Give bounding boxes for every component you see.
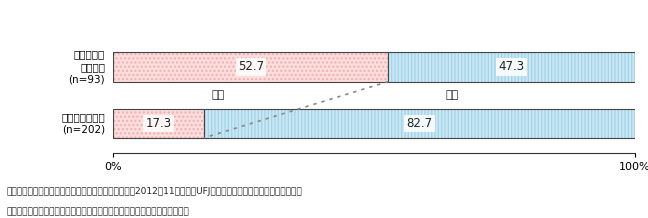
Bar: [388, 52, 635, 82]
Text: 47.3: 47.3: [498, 60, 525, 73]
Text: 男性: 男性: [446, 90, 459, 100]
Text: 52.7: 52.7: [238, 60, 264, 73]
Text: 17.3: 17.3: [145, 117, 172, 130]
Text: 資料：中小企業庁委脱「起業の実態に関する調査」（2012年11月、三菱UFJリサーチ＆コンサルティング（株））: 資料：中小企業庁委脱「起業の実態に関する調査」（2012年11月、三菱UFJリサ…: [6, 187, 302, 196]
Text: （注）　主要業種として、「医療、福祉」と回答した企業を集計している。: （注） 主要業種として、「医療、福祉」と回答した企業を集計している。: [6, 207, 189, 216]
Bar: [203, 109, 635, 138]
Bar: [113, 52, 388, 82]
Text: 女性: 女性: [211, 90, 224, 100]
Text: 82.7: 82.7: [406, 117, 432, 130]
Bar: [113, 109, 203, 138]
